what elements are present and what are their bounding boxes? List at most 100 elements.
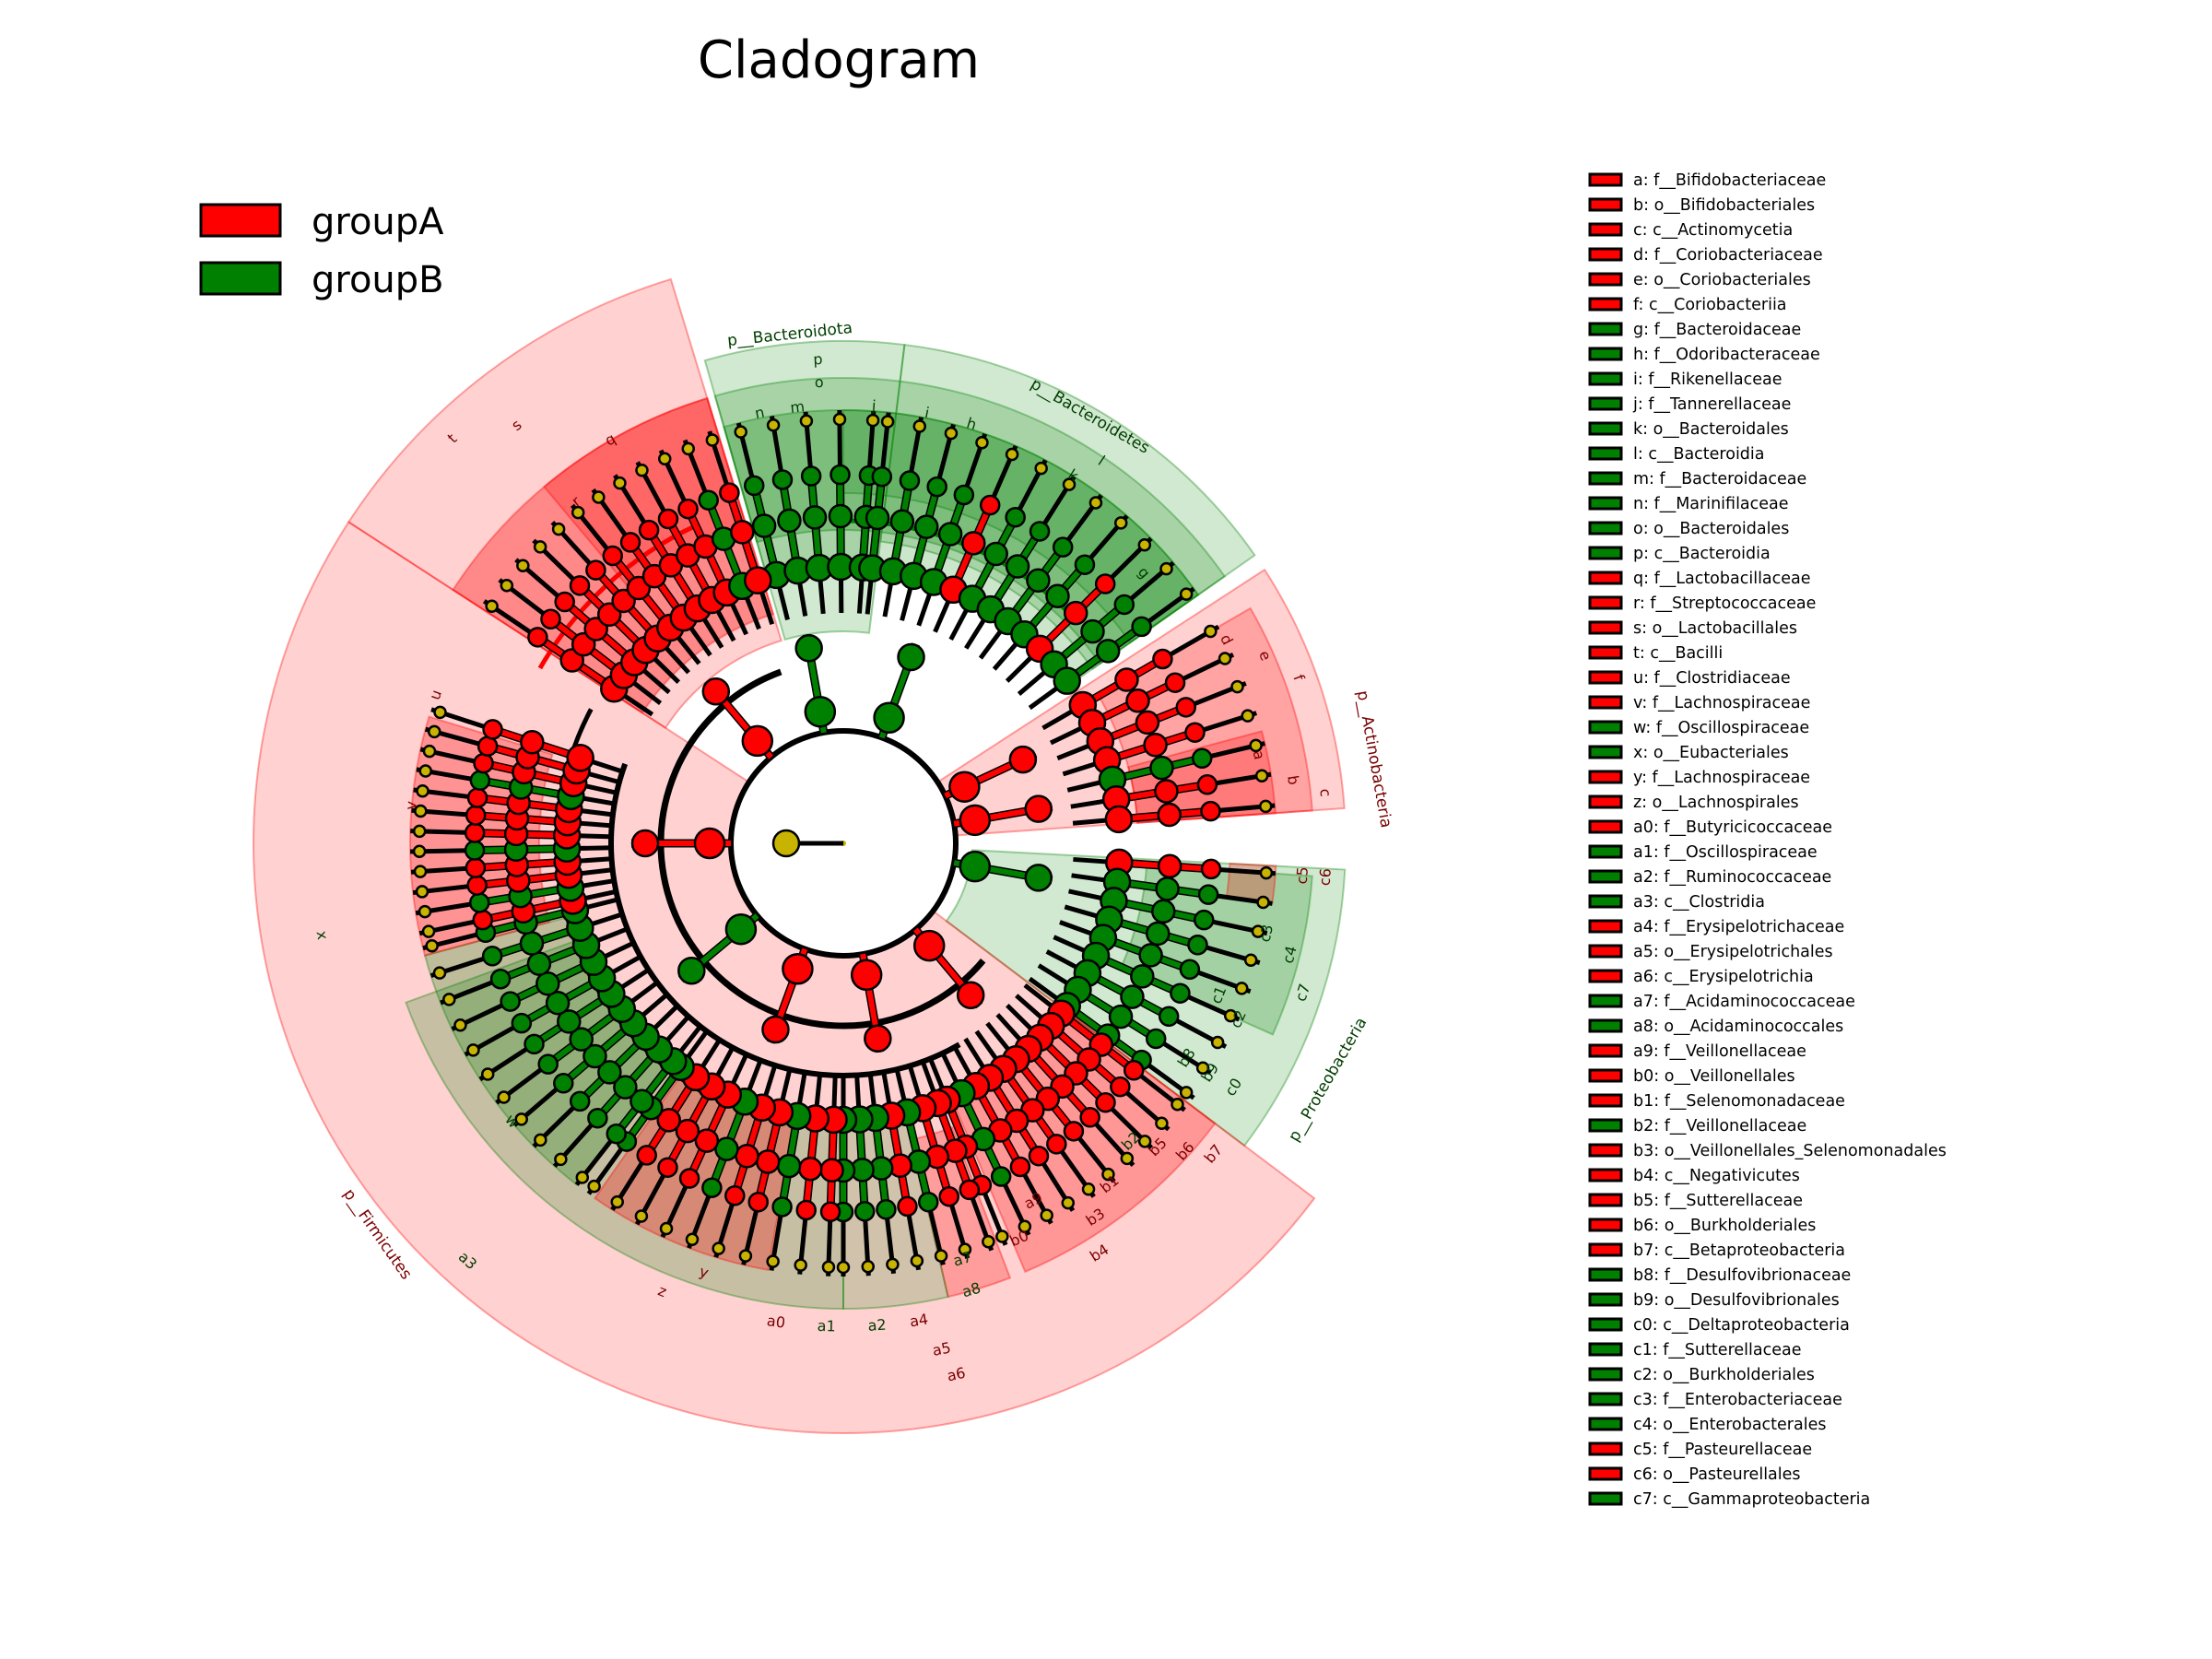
tree-node	[705, 433, 720, 447]
key-swatch-a3	[1588, 894, 1623, 909]
clade-label-a: a	[1250, 748, 1269, 761]
tree-node	[1062, 477, 1077, 491]
tree-node	[511, 1012, 533, 1034]
tree-node	[569, 1090, 591, 1112]
clade-label-a1: a1	[817, 1317, 836, 1335]
tree-node	[1081, 1182, 1096, 1196]
tree-node	[1170, 982, 1191, 1004]
tree-node	[734, 425, 747, 439]
tree-node	[535, 971, 560, 996]
tree-node	[747, 1191, 770, 1213]
tree-node	[497, 1090, 511, 1104]
tree-node	[418, 904, 432, 919]
key-swatch-l	[1588, 446, 1623, 461]
group-legend: groupA groupB	[199, 201, 444, 301]
clade-label-i: i	[924, 404, 931, 422]
tree-node	[464, 840, 486, 861]
tree-node	[500, 579, 514, 593]
tree-node	[481, 946, 503, 967]
key-swatch-x	[1588, 745, 1623, 759]
tree-node	[828, 503, 853, 529]
tree-node	[876, 1199, 897, 1220]
key-entry-c4: c4: o__Enterobacterales	[1633, 1416, 1826, 1434]
tree-node	[990, 1166, 1012, 1187]
tree-node	[850, 959, 883, 992]
key-swatch-b0	[1588, 1068, 1623, 1083]
tree-node	[1145, 1028, 1167, 1050]
tree-node	[1120, 984, 1145, 1009]
tree-node	[864, 1024, 892, 1053]
key-swatch-n	[1588, 496, 1623, 511]
clade-label-a7: a7	[951, 1248, 973, 1270]
tree-node	[798, 1156, 823, 1182]
key-entry-b4: b4: c__Negativicutes	[1633, 1167, 1800, 1185]
clade-label-c6: c6	[1316, 867, 1335, 886]
clade-label-a2: a2	[867, 1316, 887, 1335]
tree-node	[1026, 568, 1051, 594]
key-entry-r: r: f__Streptococcaceae	[1633, 594, 1816, 613]
clade-label-p: p	[813, 350, 823, 369]
tree-node	[1101, 1167, 1115, 1182]
tree-node	[1008, 745, 1038, 774]
tree-node	[453, 1018, 467, 1032]
tree-node	[771, 469, 794, 490]
tree-node	[619, 532, 641, 553]
tree-node	[421, 924, 436, 938]
tree-node	[975, 436, 989, 450]
clade-label-o: o	[814, 373, 824, 391]
key-entry-c7: c7: c__Gammaproteobacteria	[1633, 1490, 1870, 1509]
tree-node	[656, 1108, 681, 1133]
tree-node	[819, 1158, 844, 1183]
tree-node	[516, 559, 530, 573]
key-entry-x: x: o__Eubacteriales	[1633, 744, 1789, 762]
taxa-key-legend: a: f__Bifidobacteriaceae b: o__Bifidobact…	[1588, 171, 1947, 1509]
clade-label-j: j	[870, 396, 877, 414]
tree-node	[917, 1191, 939, 1213]
key-entry-b8: b8: f__Desulfovibrionaceae	[1633, 1266, 1851, 1285]
tree-node	[1095, 639, 1121, 664]
tree-node	[469, 770, 491, 792]
tree-node	[554, 591, 575, 613]
key-entry-b7: b7: c__Betaproteobacteria	[1633, 1241, 1845, 1260]
tree-node	[771, 1196, 793, 1218]
groupA-swatch	[199, 203, 282, 238]
tree-node	[1130, 964, 1155, 989]
key-swatch-a0	[1588, 819, 1623, 834]
tree-node	[613, 476, 627, 490]
key-entry-a0: a0: f__Butyricicoccaceae	[1633, 818, 1832, 837]
tree-node	[959, 850, 992, 883]
tree-node	[1005, 554, 1030, 579]
tree-node	[514, 1112, 528, 1126]
key-swatch-c4	[1588, 1417, 1623, 1431]
tree-node	[712, 1241, 725, 1255]
tree-node	[657, 508, 679, 530]
tree-node	[865, 505, 890, 531]
tree-node	[1123, 1060, 1145, 1081]
key-swatch-m	[1588, 471, 1623, 486]
tree-node	[1249, 738, 1263, 753]
tree-node	[685, 1232, 700, 1247]
tree-node	[1210, 1035, 1225, 1050]
key-swatch-y	[1588, 770, 1623, 784]
key-entry-i: i: f__Rikenellaceae	[1633, 371, 1782, 389]
key-swatch-b5	[1588, 1193, 1623, 1207]
tree-node	[425, 939, 439, 953]
tree-node	[610, 1194, 624, 1209]
tree-node	[468, 892, 490, 913]
key-entry-s: s: o__Lactobacillales	[1633, 619, 1797, 638]
key-entry-y: y: f__Lachnospiraceae	[1633, 769, 1810, 787]
tree-node	[1235, 982, 1249, 995]
clade-label-c3: c3	[1255, 923, 1277, 944]
tree-node	[698, 489, 719, 511]
key-entry-p: p: c__Bacteroidia	[1633, 545, 1771, 563]
groupB-label: groupB	[312, 259, 444, 301]
tree-node	[1110, 1076, 1131, 1098]
tree-node	[910, 1253, 924, 1268]
tree-node	[743, 475, 765, 497]
tree-node	[678, 1168, 700, 1189]
tree-node	[1254, 769, 1269, 782]
tree-node	[585, 559, 606, 581]
tree-node	[830, 464, 851, 486]
clade-label-n: n	[753, 403, 766, 422]
tree-node	[1018, 1219, 1032, 1234]
